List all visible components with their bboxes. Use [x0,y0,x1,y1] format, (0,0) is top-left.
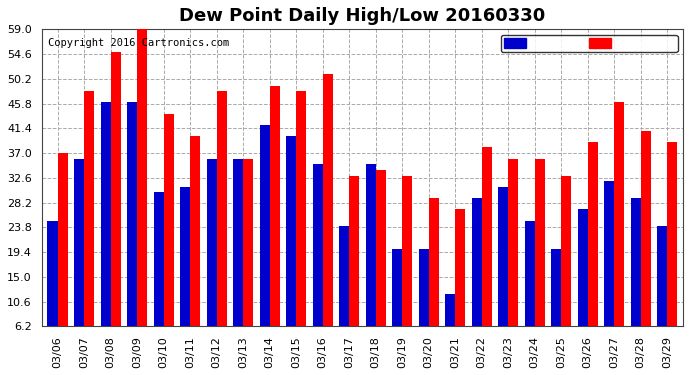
Bar [588,142,598,361]
Bar [392,249,402,361]
Bar [259,125,270,361]
Bar [339,226,349,361]
Bar [561,176,571,361]
Bar [640,130,651,361]
Bar [578,209,588,361]
Bar [508,159,518,361]
Bar [349,176,359,361]
Bar [482,147,492,361]
Bar [137,29,147,361]
Bar [217,91,226,361]
Bar [471,198,482,361]
Bar [74,159,84,361]
Bar [524,220,535,361]
Bar [323,74,333,361]
Bar [127,102,137,361]
Text: Copyright 2016 Cartronics.com: Copyright 2016 Cartronics.com [48,38,229,48]
Bar [604,181,614,361]
Bar [57,153,68,361]
Bar [84,91,94,361]
Bar [419,249,428,361]
Bar [48,220,57,361]
Bar [657,226,667,361]
Bar [243,159,253,361]
Bar [445,294,455,361]
Bar [190,136,200,361]
Legend: Low  (°F), High  (°F): Low (°F), High (°F) [500,35,678,52]
Bar [428,198,439,361]
Bar [498,187,508,361]
Bar [551,249,561,361]
Bar [667,142,677,361]
Bar [286,136,296,361]
Bar [366,164,375,361]
Bar [180,187,190,361]
Bar [164,114,174,361]
Bar [455,209,465,361]
Bar [110,52,121,361]
Bar [631,198,640,361]
Bar [233,159,243,361]
Bar [402,176,412,361]
Bar [153,192,164,361]
Bar [614,102,624,361]
Bar [296,91,306,361]
Title: Dew Point Daily High/Low 20160330: Dew Point Daily High/Low 20160330 [179,7,546,25]
Bar [101,102,110,361]
Bar [313,164,323,361]
Bar [375,170,386,361]
Bar [535,159,544,361]
Bar [270,86,279,361]
Bar [206,159,217,361]
